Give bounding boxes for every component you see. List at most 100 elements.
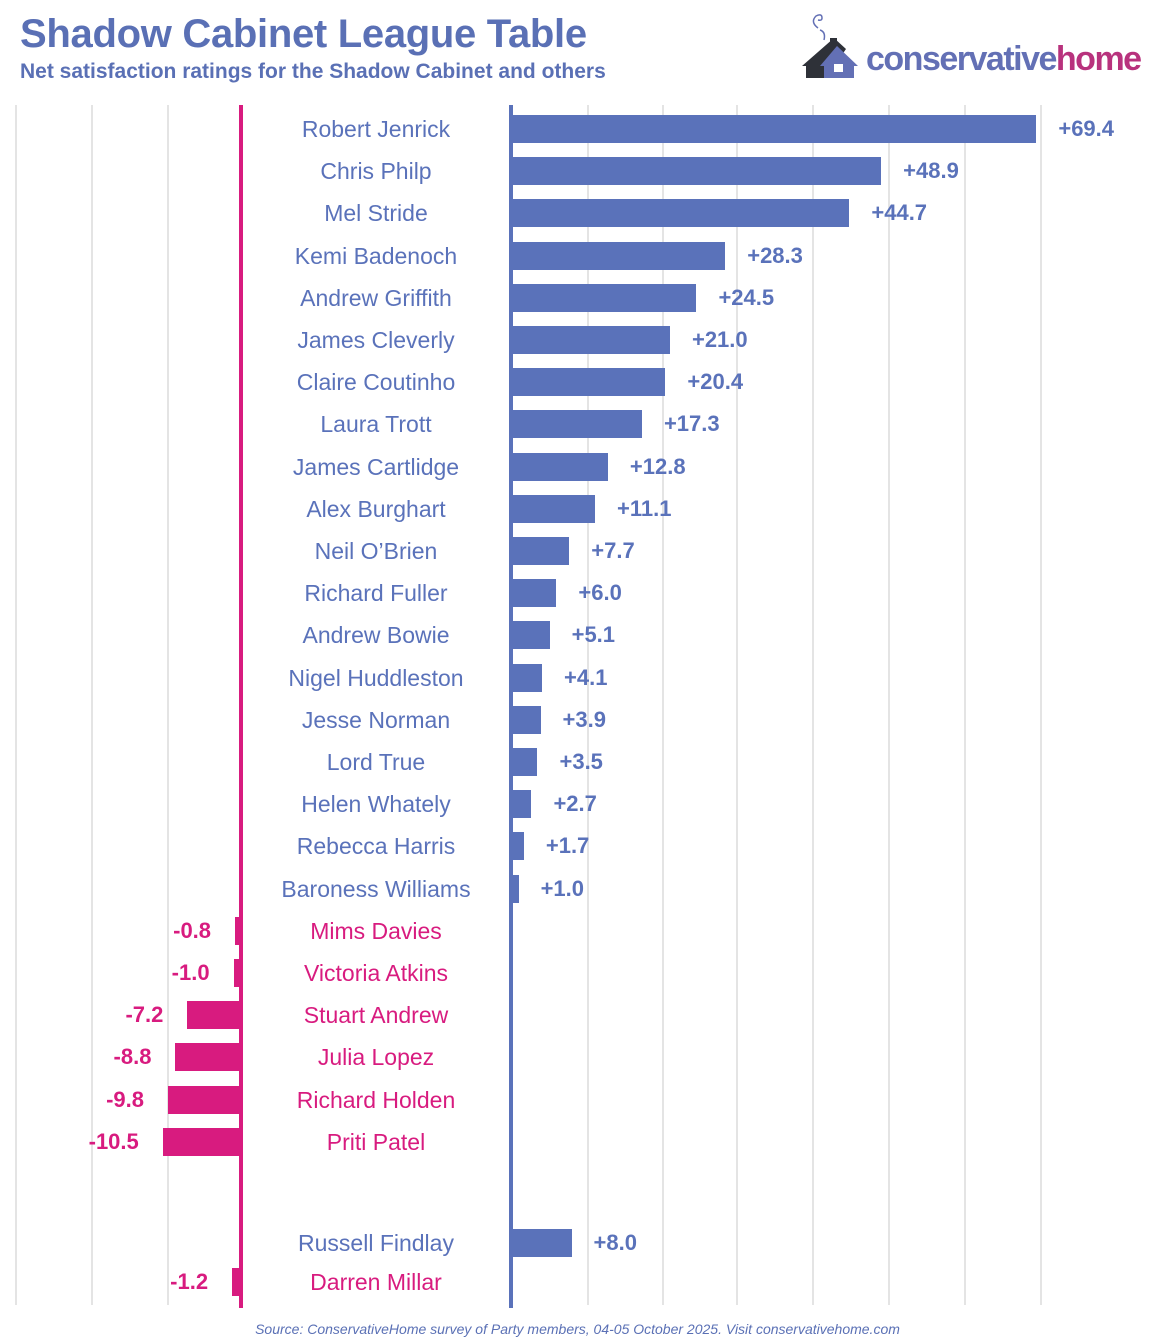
- value-label: +4.1: [564, 664, 608, 690]
- category-label: Neil O’Brien: [314, 538, 438, 564]
- bar: [511, 241, 726, 270]
- category-label: Richard Fuller: [304, 580, 448, 607]
- value-label: +1.0: [540, 875, 584, 901]
- category-label: Robert Jenrick: [301, 116, 451, 142]
- value-label: +48.9: [903, 158, 959, 184]
- category-label: Darren Millar: [310, 1269, 442, 1295]
- gridline: [736, 105, 738, 1305]
- bar: [511, 115, 1037, 143]
- category-label: Mel Stride: [324, 200, 428, 227]
- bar: [511, 621, 550, 650]
- bar: [175, 1043, 241, 1072]
- bar: [233, 959, 241, 987]
- logo-text-home: home: [1055, 40, 1142, 78]
- value-label: +20.4: [687, 369, 744, 395]
- value-label: +8.0: [593, 1230, 637, 1255]
- bar: [511, 579, 557, 608]
- value-label: +11.1: [617, 495, 672, 521]
- category-label: James Cartlidge: [292, 453, 460, 480]
- category-label: Andrew Griffith: [300, 284, 452, 311]
- bar: [162, 1127, 241, 1156]
- bar: [511, 326, 670, 354]
- bar: [511, 410, 642, 439]
- value-label: -0.8: [173, 917, 212, 943]
- category-label: Mims Davies: [310, 917, 442, 944]
- logo-text-conservative: conservative: [866, 40, 1057, 78]
- value-label: +3.9: [562, 706, 606, 732]
- bar: [511, 663, 543, 692]
- bar: [511, 157, 882, 186]
- bar: [511, 705, 541, 734]
- value-label: +69.4: [1058, 116, 1115, 141]
- chart-title: Shadow Cabinet League Table: [20, 12, 587, 56]
- bar: [511, 832, 524, 861]
- bar: [187, 1001, 241, 1030]
- gridline: [15, 105, 17, 1305]
- bar: [511, 790, 532, 819]
- bar: [511, 368, 666, 397]
- category-label: Julia Lopez: [317, 1044, 435, 1071]
- value-label: +44.7: [871, 200, 928, 226]
- category-label: Rebecca Harris: [296, 833, 456, 860]
- gridline: [91, 105, 93, 1305]
- category-label: Nigel Huddleston: [288, 664, 464, 691]
- category-label: Russell Findlay: [298, 1230, 454, 1256]
- category-label: Chris Philp: [320, 158, 432, 185]
- house-icon: [802, 14, 858, 78]
- value-label: +24.5: [718, 284, 775, 310]
- category-label: Richard Holden: [296, 1086, 456, 1113]
- bar: [232, 1268, 241, 1296]
- gridline: [812, 105, 814, 1305]
- value-label: -1.2: [170, 1269, 209, 1294]
- category-label: Kemi Badenoch: [294, 242, 458, 269]
- value-label: +6.0: [578, 580, 622, 606]
- bar: [235, 916, 241, 945]
- value-label: +28.3: [747, 242, 803, 268]
- gridline: [888, 105, 890, 1305]
- category-label: Baroness Williams: [281, 875, 471, 902]
- gridline: [1040, 105, 1042, 1305]
- gridline: [662, 105, 664, 1305]
- value-label: +12.8: [629, 453, 686, 479]
- bar: [511, 1229, 572, 1257]
- category-label: Helen Whately: [301, 791, 451, 818]
- bar: [511, 874, 519, 903]
- bar: [511, 199, 850, 228]
- value-label: -9.8: [106, 1086, 144, 1112]
- category-label: Lord True: [326, 749, 426, 775]
- category-label: Jesse Norman: [301, 706, 451, 733]
- category-label: Laura Trott: [320, 411, 432, 438]
- gridline: [167, 105, 169, 1305]
- source-note: Source: ConservativeHome survey of Party…: [255, 1321, 900, 1337]
- category-label: Victoria Atkins: [303, 960, 449, 986]
- gridline: [964, 105, 966, 1305]
- category-label: Andrew Bowie: [302, 622, 450, 649]
- category-label: Alex Burghart: [306, 495, 446, 522]
- value-label: +7.7: [591, 538, 635, 563]
- value-label: +1.7: [545, 833, 590, 859]
- conservativehome-logo: conservativehome: [800, 8, 1142, 88]
- category-label: James Cleverly: [297, 327, 455, 353]
- bar: [511, 537, 570, 565]
- value-label: -7.2: [125, 1002, 164, 1028]
- bar: [511, 748, 538, 776]
- bar: [167, 1085, 241, 1114]
- bar: [511, 494, 596, 523]
- value-label: -8.8: [113, 1044, 152, 1070]
- chart-subtitle: Net satisfaction ratings for the Shadow …: [20, 60, 606, 83]
- bar: [511, 452, 608, 481]
- gridline: [587, 105, 589, 1305]
- negative-axis-line: [239, 105, 243, 1308]
- value-label: -10.5: [88, 1128, 139, 1154]
- value-label: +21.0: [691, 327, 748, 352]
- category-label: Stuart Andrew: [303, 1002, 449, 1029]
- value-label: +3.5: [559, 749, 603, 774]
- value-label: +2.7: [553, 791, 597, 817]
- category-label: Claire Coutinho: [296, 369, 456, 396]
- bar: [511, 283, 697, 312]
- value-label: -1.0: [171, 960, 210, 985]
- value-label: +17.3: [663, 411, 720, 437]
- value-label: +5.1: [571, 622, 616, 648]
- category-label: Priti Patel: [326, 1128, 426, 1155]
